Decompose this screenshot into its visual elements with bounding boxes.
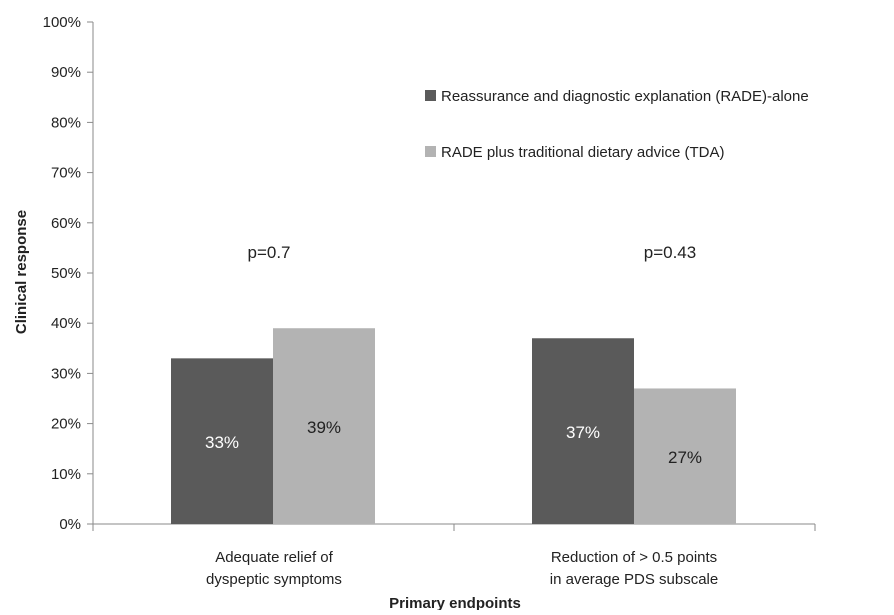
bar-data-label: 33% xyxy=(205,433,239,452)
category-label-2-line-2: in average PDS subscale xyxy=(550,571,718,588)
y-tick-label: 100% xyxy=(43,14,81,31)
y-tick-label: 50% xyxy=(51,265,81,282)
bar-group: 33% 37% 39% 27% xyxy=(171,328,736,524)
bar-series-2-category-1 xyxy=(273,328,375,524)
category-label-1-line-2: dyspeptic symptoms xyxy=(206,571,342,588)
legend-label-rade-alone: Reassurance and diagnostic explanation (… xyxy=(441,88,809,105)
y-axis-title: Clinical response xyxy=(13,210,30,334)
bar-series-2-category-2 xyxy=(634,388,736,524)
y-tick-label: 30% xyxy=(51,365,81,382)
category-label-1-line-1: Adequate relief of xyxy=(215,549,333,566)
bar-data-label: 39% xyxy=(307,418,341,437)
legend: Reassurance and diagnostic explanation (… xyxy=(425,88,809,161)
legend-label-rade-plus-tda: RADE plus traditional dietary advice (TD… xyxy=(441,144,724,161)
p-value-annotation-1: p=0.7 xyxy=(247,243,290,262)
y-tick-label: 90% xyxy=(51,64,81,81)
y-axis-ticks: 0% 10% 20% 30% 40% 50% 60% 70% 80% 90% 100% xyxy=(43,14,93,533)
y-tick-label: 10% xyxy=(51,466,81,483)
y-tick-label: 80% xyxy=(51,114,81,131)
bar-data-label: 37% xyxy=(566,423,600,442)
y-tick-label: 60% xyxy=(51,215,81,232)
legend-swatch-rade-plus-tda xyxy=(425,146,436,157)
y-tick-label: 40% xyxy=(51,315,81,332)
y-tick-label: 0% xyxy=(59,516,81,533)
bar-series-1-category-1 xyxy=(171,358,273,524)
bar-series-1-category-2 xyxy=(532,338,634,524)
bar-data-label: 27% xyxy=(668,448,702,467)
y-tick-label: 20% xyxy=(51,416,81,433)
p-value-annotation-2: p=0.43 xyxy=(644,243,696,262)
category-label-2-line-1: Reduction of > 0.5 points xyxy=(551,549,717,566)
legend-swatch-rade-alone xyxy=(425,90,436,101)
y-tick-label: 70% xyxy=(51,165,81,182)
x-axis-title: Primary endpoints xyxy=(389,595,521,610)
